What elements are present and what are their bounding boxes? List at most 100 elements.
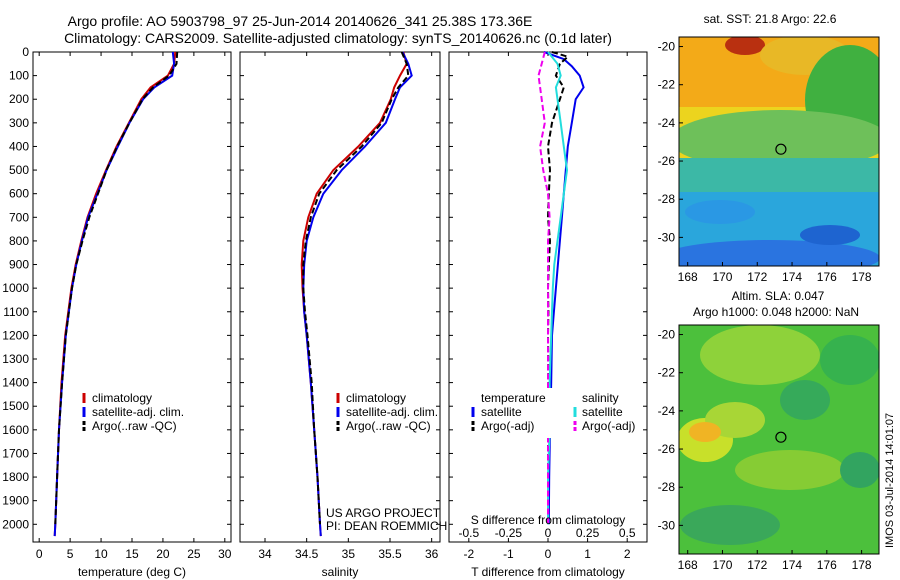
depth-tick-label: 1600 — [2, 423, 29, 437]
temperature-x-axis: 0 5 10 15 20 25 30 — [36, 52, 232, 561]
sst-map-field — [679, 37, 879, 266]
depth-tick-label: 100 — [9, 69, 29, 83]
x-tick-label: -1 — [503, 547, 514, 561]
map-y-tick-label: -20 — [658, 328, 676, 342]
x-tick-label: 10 — [94, 547, 108, 561]
legend-satellite-label: satellite-adj. clim. — [92, 405, 184, 419]
sla-map-title-2: Argo h1000: 0.048 h2000: NaN — [693, 305, 859, 319]
x-tick-label: 35 — [342, 547, 356, 561]
map-x-tick-label: 168 — [678, 270, 698, 284]
x-tick-label: 0 — [545, 547, 552, 561]
legend-argo-label: Argo(..raw -QC) — [346, 419, 431, 433]
depth-tick-label: 300 — [9, 116, 29, 130]
top-x-tick-label: -0.25 — [495, 526, 523, 540]
legend-t-argo-label: Argo(-adj) — [481, 419, 534, 433]
legend-s-argo-label: Argo(-adj) — [582, 419, 635, 433]
x-tick-label: 34 — [258, 547, 272, 561]
map-x-tick-label: 178 — [852, 558, 872, 572]
temperature-series — [53, 51, 179, 537]
legend-background — [473, 388, 643, 438]
map-x-tick-label: 172 — [747, 270, 767, 284]
x-tick-label: 30 — [218, 547, 232, 561]
depth-tick-label: 600 — [9, 187, 29, 201]
map-x-tick-label: 178 — [852, 270, 872, 284]
map-x-tick-label: 174 — [782, 270, 802, 284]
top-x-tick-label: 0.5 — [619, 526, 636, 540]
header-line-1: Argo profile: AO 5903798_97 25-Jun-2014 … — [68, 13, 533, 29]
depth-tick-label: 1800 — [2, 470, 29, 484]
series-line-argo-raw-qc- — [302, 51, 410, 525]
temperature-panel-frame — [32, 51, 232, 543]
map-x-tick-label: 168 — [678, 558, 698, 572]
map-y-tick-label: -28 — [658, 480, 676, 494]
depth-tick-label: 2000 — [2, 517, 29, 531]
x-tick-label: 20 — [156, 547, 170, 561]
salinity-difference-x-axis: -0.5 -0.25 0 0.25 0.5 — [458, 526, 635, 540]
temperature-legend: climatology satellite-adj. clim. Argo(..… — [82, 391, 184, 433]
sla-map-title-1: Altim. SLA: 0.047 — [732, 289, 825, 303]
legend-temperature-title: temperature — [481, 391, 546, 405]
depth-tick-label: 1200 — [2, 328, 29, 342]
depth-tick-label: 400 — [9, 139, 29, 153]
legend-salinity-title: salinity — [582, 391, 619, 405]
map-y-tick-label: -24 — [658, 404, 676, 418]
x-tick-label: -2 — [463, 547, 474, 561]
sst-argo-position-marker — [775, 143, 787, 155]
map-y-tick-label: -24 — [658, 116, 676, 130]
salinity-difference-x-label: S difference from climatology — [471, 513, 626, 527]
sla-map-field — [679, 325, 879, 554]
depth-tick-label: 900 — [9, 258, 29, 272]
depth-tick-label: 500 — [9, 163, 29, 177]
map-y-tick-label: -30 — [658, 518, 676, 532]
salinity-panel-frame — [239, 51, 441, 543]
salinity-series — [300, 51, 413, 537]
depth-tick-label: 1400 — [2, 376, 29, 390]
map-x-tick-label: 176 — [817, 558, 837, 572]
header-line-2: Climatology: CARS2009. Satellite-adjuste… — [64, 30, 612, 46]
depth-tick-label: 0 — [22, 45, 29, 59]
x-tick-label: 25 — [187, 547, 201, 561]
depth-tick-label: 1900 — [2, 494, 29, 508]
map-y-tick-label: -22 — [658, 78, 676, 92]
map-x-tick-label: 170 — [712, 270, 732, 284]
x-tick-label: 0 — [36, 547, 43, 561]
depth-tick-label: 1000 — [2, 281, 29, 295]
side-timestamp: IMOS 03-Jul-2014 14:01:07 — [884, 413, 896, 548]
map-y-tick-label: -28 — [658, 192, 676, 206]
depth-tick-label: 1300 — [2, 352, 29, 366]
salinity-legend: climatology satellite-adj. clim. Argo(..… — [336, 391, 438, 433]
x-tick-label: 15 — [125, 547, 139, 561]
sst-map-frame — [678, 36, 880, 267]
map-y-tick-label: -26 — [658, 442, 676, 456]
difference-legend: temperature salinity satellite Argo(-adj… — [471, 388, 643, 438]
legend-climatology-label: climatology — [92, 391, 152, 405]
top-x-tick-label: -0.5 — [458, 526, 479, 540]
difference-x-axis: -2 -1 0 1 2 — [463, 52, 631, 561]
x-tick-label: 34.5 — [295, 547, 319, 561]
map-x-tick-label: 174 — [782, 558, 802, 572]
sla-map-axes: 168 170 172 174 176 178 -20 -22 -24 -26 -28 -30 — [658, 328, 872, 572]
depth-tick-label: 200 — [9, 92, 29, 106]
temperature-x-label: temperature (deg C) — [78, 565, 186, 579]
map-y-tick-label: -30 — [658, 230, 676, 244]
legend-argo-label: Argo(..raw -QC) — [92, 419, 177, 433]
map-x-tick-label: 170 — [712, 558, 732, 572]
sst-map-title: sat. SST: 21.8 Argo: 22.6 — [704, 12, 837, 26]
salinity-x-axis: 34 34.5 35 35.5 36 — [258, 52, 439, 561]
salinity-x-label: salinity — [322, 565, 359, 579]
map-x-tick-label: 176 — [817, 270, 837, 284]
x-tick-label: 1 — [584, 547, 591, 561]
top-x-tick-label: 0 — [545, 526, 552, 540]
x-tick-label: 36 — [425, 547, 439, 561]
legend-t-satellite-label: satellite — [481, 405, 522, 419]
x-tick-label: 35.5 — [378, 547, 402, 561]
sst-map-axes: 168 170 172 174 176 178 -20 -22 -24 -26 -28 -30 — [658, 40, 872, 284]
legend-satellite-label: satellite-adj. clim. — [346, 405, 438, 419]
map-y-tick-label: -26 — [658, 154, 676, 168]
depth-tick-label: 700 — [9, 210, 29, 224]
sla-map-frame — [678, 324, 880, 555]
depth-axis: 0 100 200 300 400 500 600 700 800 900 1000 1100 1200… — [2, 45, 647, 531]
depth-tick-label: 1100 — [3, 305, 29, 319]
x-tick-label: 5 — [67, 547, 74, 561]
